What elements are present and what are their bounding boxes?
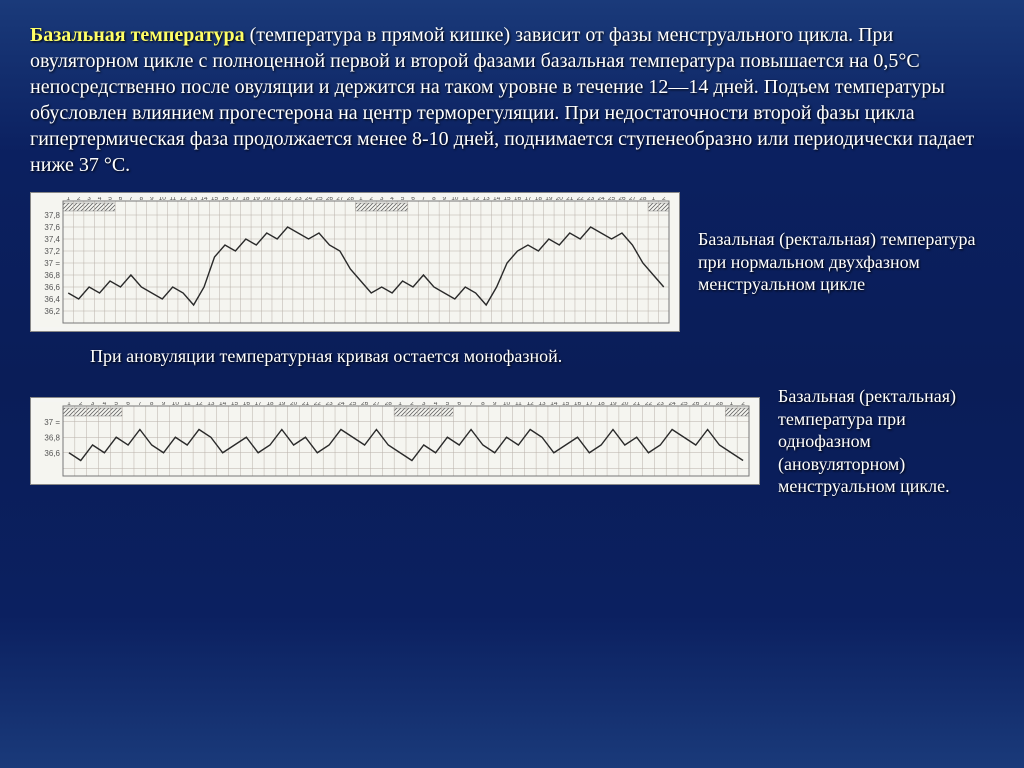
- caption-top: Базальная (ректальная) температура при н…: [698, 228, 994, 296]
- svg-text:37,2: 37,2: [44, 247, 60, 256]
- svg-text:36,6: 36,6: [44, 449, 60, 458]
- svg-text:36,2: 36,2: [44, 307, 60, 316]
- chart-top-wrap: 1234567891011121314151617181920212223242…: [30, 192, 680, 332]
- svg-text:36,8: 36,8: [44, 434, 60, 443]
- chart-bottom: 1234567891011121314151617181920212223242…: [35, 402, 755, 480]
- svg-text:36,6: 36,6: [44, 283, 60, 292]
- svg-text:36,4: 36,4: [44, 295, 60, 304]
- svg-text:37,6: 37,6: [44, 223, 60, 232]
- svg-text:37 =: 37 =: [44, 259, 60, 268]
- chart-row-bottom: 1234567891011121314151617181920212223242…: [30, 385, 994, 498]
- main-paragraph: Базальная температура (температура в пря…: [30, 22, 994, 178]
- title-highlight: Базальная температура: [30, 24, 245, 46]
- svg-text:36,8: 36,8: [44, 271, 60, 280]
- chart-bottom-wrap: 1234567891011121314151617181920212223242…: [30, 397, 760, 485]
- paragraph-body: (температура в прямой кишке) зависит от …: [30, 24, 974, 176]
- svg-text:37,4: 37,4: [44, 235, 60, 244]
- mid-text: При ановуляции температурная кривая оста…: [90, 346, 994, 367]
- caption-bottom: Базальная (ректальная) температура при о…: [778, 385, 994, 498]
- svg-text:37,8: 37,8: [44, 211, 60, 220]
- chart-row-top: 1234567891011121314151617181920212223242…: [30, 192, 994, 332]
- chart-top: 1234567891011121314151617181920212223242…: [35, 197, 675, 327]
- svg-text:37 =: 37 =: [44, 418, 60, 427]
